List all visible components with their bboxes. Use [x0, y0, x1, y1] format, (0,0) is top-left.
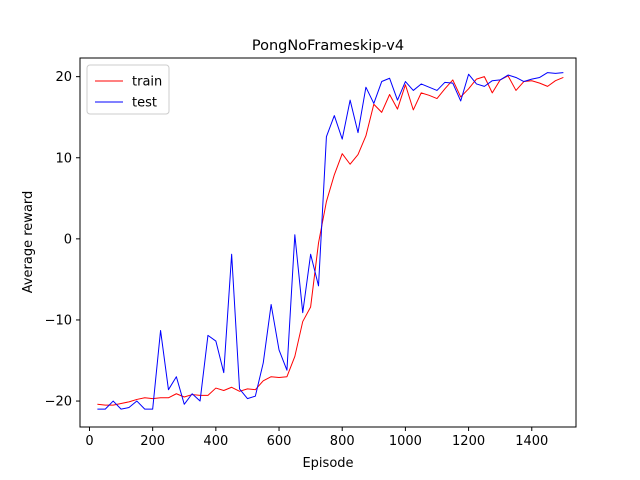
- y-tick-label: 20: [55, 70, 72, 85]
- y-tick-label: −20: [45, 395, 72, 410]
- y-tick-label: 0: [64, 232, 72, 247]
- series-line-test: [97, 72, 564, 410]
- legend: train test: [86, 64, 170, 115]
- x-tick-label: 400: [203, 434, 228, 449]
- x-tick-label: 800: [330, 434, 355, 449]
- y-tick-label: 10: [55, 151, 72, 166]
- x-tick-label: 200: [140, 434, 165, 449]
- x-tick-label: 1400: [515, 434, 548, 449]
- x-tick-label: 1000: [389, 434, 422, 449]
- x-tick-label: 600: [267, 434, 292, 449]
- x-axis-label: Episode: [302, 456, 353, 471]
- plot-frame: [79, 57, 577, 428]
- y-tick-label: −10: [45, 313, 72, 328]
- legend-label-test: test: [132, 96, 157, 111]
- legend-label-train: train: [132, 75, 162, 90]
- chart-title: PongNoFrameskip-v4: [252, 38, 404, 54]
- series-layer: [97, 72, 564, 410]
- axes-layer: 0 200 400 600 800 1000 1200 1400 −20 −10 0 10 20: [45, 57, 577, 449]
- series-line-train: [97, 75, 564, 406]
- y-axis-label: Average reward: [21, 191, 36, 294]
- x-tick-label: 0: [85, 434, 93, 449]
- x-tick-label: 1200: [452, 434, 485, 449]
